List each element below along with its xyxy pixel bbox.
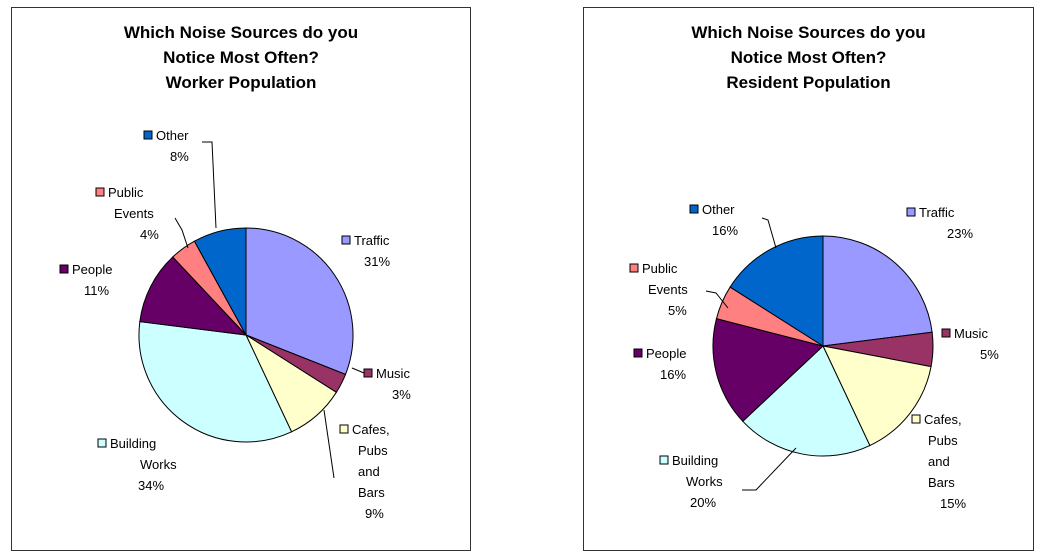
- slice-percent-text: 16%: [660, 367, 686, 382]
- resident-chart-panel: Which Noise Sources do you Notice Most O…: [583, 7, 1034, 551]
- slice-label-building-works: Building Works 20%: [659, 447, 797, 510]
- chart-title: Which Noise Sources do you Notice Most O…: [584, 20, 1033, 95]
- slice-name-text: Other: [702, 202, 735, 217]
- chart-title-line: Which Noise Sources do you: [691, 23, 926, 42]
- slice-label-cafes-pubs-and-bars: Cafes, Pubs and Bars 9%: [323, 409, 390, 521]
- slice-percent-text: 23%: [947, 226, 973, 241]
- chart-title-line: Worker Population: [165, 73, 317, 92]
- chart-title-line: Notice Most Often?: [163, 48, 319, 67]
- slice-name-text: Public: [108, 185, 144, 200]
- leader-line: [202, 141, 217, 229]
- chart-title: Which Noise Sources do you Notice Most O…: [12, 20, 470, 95]
- legend-key-swatch: [689, 204, 699, 214]
- slice-name-text: Bars: [928, 475, 955, 490]
- slice-percent-text: 5%: [980, 347, 999, 362]
- leader-line: [323, 409, 335, 479]
- pie-slice-people: [139, 256, 248, 336]
- slice-percent-text: 4%: [140, 227, 159, 242]
- legend-key-swatch: [97, 438, 107, 448]
- legend-key-swatch: [659, 455, 669, 465]
- pie-slice-other: [729, 235, 824, 347]
- slice-label-music: Music 5%: [941, 326, 999, 362]
- slice-name-text: Traffic: [354, 233, 390, 248]
- worker-chart-panel: Which Noise Sources do you Notice Most O…: [11, 7, 471, 551]
- slice-name-text: Building: [110, 436, 156, 451]
- slice-label-traffic: Traffic 23%: [906, 205, 973, 241]
- pie-slice-building-works: [138, 321, 293, 443]
- slice-label-building-works: Building Works 34%: [97, 436, 177, 493]
- pie-slice-traffic: [822, 235, 933, 347]
- slice-percent-text: 5%: [668, 303, 687, 318]
- slice-label-people: People 11%: [59, 262, 112, 298]
- slice-percent-text: 8%: [170, 149, 189, 164]
- leader-line: [742, 447, 797, 491]
- legend-key-swatch: [59, 264, 69, 274]
- legend-key-swatch: [95, 187, 105, 197]
- slice-name-text: Public: [642, 261, 678, 276]
- pie-slice-building-works: [742, 345, 871, 457]
- pie-slice-other: [193, 227, 247, 336]
- slice-name-text: Bars: [358, 485, 385, 500]
- pie-slice-cafes-pubs-and-bars: [822, 345, 932, 447]
- leader-line: [351, 367, 365, 374]
- slice-label-public-events: Public Events 4%: [95, 185, 189, 249]
- slice-name-text: Events: [648, 282, 688, 297]
- slice-name-text: Music: [376, 366, 410, 381]
- slice-percent-text: 9%: [365, 506, 384, 521]
- legend-key-swatch: [339, 424, 349, 434]
- legend-key-swatch: [906, 207, 916, 217]
- legend-key-swatch: [941, 328, 951, 338]
- slice-percent-text: 15%: [940, 496, 966, 511]
- slice-percent-text: 3%: [392, 387, 411, 402]
- leader-line: [174, 217, 189, 249]
- chart-title-line: Resident Population: [726, 73, 891, 92]
- slice-name-text: People: [72, 262, 112, 277]
- legend-key-swatch: [911, 414, 921, 424]
- slice-label-other: Other 16%: [689, 202, 777, 249]
- slice-name-text: Music: [954, 326, 988, 341]
- slice-name-text: Traffic: [919, 205, 955, 220]
- pie-slice-traffic: [245, 227, 354, 376]
- slice-label-public-events: Public Events 5%: [629, 261, 729, 318]
- slice-name-text: Building: [672, 453, 718, 468]
- slice-percent-text: 16%: [712, 223, 738, 238]
- legend-key-swatch: [633, 348, 643, 358]
- slice-name-text: Works: [140, 457, 177, 472]
- chart-title-line: Notice Most Often?: [730, 48, 887, 67]
- slice-name-text: and: [928, 454, 950, 469]
- slice-name-text: Pubs: [358, 443, 388, 458]
- slice-label-music: Music 3%: [351, 366, 411, 402]
- chart-title-line: Which Noise Sources do you: [123, 23, 359, 42]
- slice-name-text: Cafes,: [924, 412, 962, 427]
- slice-label-people: People 16%: [633, 346, 686, 382]
- legend-key-swatch: [143, 130, 153, 140]
- slice-label-other: Other 8%: [143, 128, 217, 229]
- slice-name-text: People: [646, 346, 686, 361]
- slice-name-text: Pubs: [928, 433, 958, 448]
- slice-percent-text: 31%: [364, 254, 390, 269]
- legend-key-swatch: [341, 235, 351, 245]
- slice-name-text: Works: [686, 474, 723, 489]
- slice-name-text: Cafes,: [352, 422, 390, 437]
- slice-label-cafes-pubs-and-bars: Cafes, Pubs and Bars 15%: [911, 412, 966, 511]
- slice-name-text: Other: [156, 128, 189, 143]
- slice-name-text: Events: [114, 206, 154, 221]
- leader-line: [705, 290, 729, 309]
- pie-slice-people: [712, 318, 825, 423]
- slice-percent-text: 11%: [84, 283, 109, 298]
- legend-key-swatch: [629, 263, 639, 273]
- leader-line: [761, 217, 777, 249]
- worker-pie-chart: Traffic 31% Music 3% Cafes, Pubs and Bars 9% Buil…: [59, 128, 411, 521]
- slice-percent-text: 34%: [138, 478, 164, 493]
- slice-percent-text: 20%: [690, 495, 716, 510]
- legend-key-swatch: [363, 368, 373, 378]
- slice-name-text: and: [358, 464, 380, 479]
- resident-pie-chart: Traffic 23% Music 5% Cafes, Pubs and Bars 15% Bui…: [629, 202, 999, 511]
- slice-label-traffic: Traffic 31%: [341, 233, 390, 269]
